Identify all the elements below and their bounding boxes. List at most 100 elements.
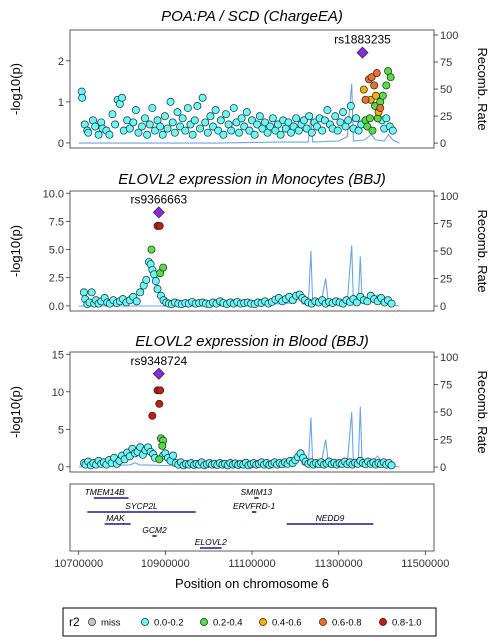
y-tick-label: 0.0 — [49, 301, 64, 313]
snp-point — [156, 386, 165, 395]
y2-tick-label: 50 — [440, 407, 452, 419]
gene-label: GCM2 — [142, 525, 167, 535]
y-axis-label: -log10(p) — [8, 63, 23, 115]
plot-frame — [69, 190, 435, 312]
gene-label: SYCP2L — [125, 501, 158, 511]
legend-swatch — [200, 618, 208, 626]
snp-point — [190, 116, 199, 125]
snp-point — [378, 91, 387, 100]
x-tick-label: 10700000 — [54, 558, 103, 570]
snp-point — [331, 112, 340, 121]
y2-tick-label: 25 — [440, 274, 452, 286]
gene-label: MAK — [106, 513, 125, 523]
snp-point — [193, 102, 202, 110]
snp-point — [292, 114, 301, 123]
x-tick-label: 11300000 — [315, 558, 363, 570]
snp-point — [387, 299, 396, 308]
snp-point — [158, 441, 167, 450]
snp-point — [160, 112, 169, 121]
snp-point — [300, 116, 308, 125]
snp-point — [129, 118, 138, 127]
snp-point — [206, 112, 215, 121]
legend-swatch — [259, 618, 267, 626]
legend-label: miss — [101, 618, 121, 629]
snp-point — [255, 112, 264, 121]
snp-point — [143, 130, 152, 139]
snp-point — [150, 126, 159, 135]
snp-point — [211, 106, 220, 115]
snp-point — [201, 118, 210, 127]
snp-point — [359, 85, 368, 94]
snp-point — [388, 126, 397, 135]
snp-point — [188, 130, 197, 139]
y-tick-label: 2 — [58, 56, 64, 68]
snp-point — [336, 118, 345, 127]
snp-point — [268, 114, 277, 123]
snp-point — [386, 73, 395, 82]
snp-point — [91, 122, 100, 131]
snp-point — [219, 130, 228, 139]
lead-snp-label: rs9348724 — [130, 354, 187, 368]
x-axis-label: Position on chromosome 6 — [175, 576, 329, 591]
legend-label: 0.8-1.0 — [392, 618, 422, 629]
snp-point — [318, 126, 327, 135]
y-tick-label: 15 — [52, 349, 64, 361]
snp-point — [168, 118, 177, 127]
y-tick-label: 1 — [58, 97, 64, 109]
panel-2: ELOVL2 expression in Monocytes (BBJ) 0.0 2… — [8, 171, 490, 313]
y-tick-label: 5.0 — [49, 245, 64, 257]
snp-point — [266, 122, 275, 131]
y-axis-label: -log10(p) — [8, 386, 23, 438]
legend-box — [62, 607, 437, 637]
snp-point — [245, 126, 254, 135]
y-tick-label: 0 — [58, 138, 64, 150]
snp-point — [78, 93, 87, 102]
snp-point — [240, 122, 249, 131]
snp-point — [137, 122, 146, 131]
recombination-rate-line — [78, 83, 400, 144]
snp-point — [170, 128, 179, 137]
snp-point — [176, 122, 185, 131]
legend-swatch — [379, 618, 387, 626]
gene-label: ERVFRD-1 — [233, 501, 276, 511]
snp-point — [156, 122, 165, 131]
snp-point — [370, 81, 379, 90]
y2-tick-label: 100 — [440, 352, 458, 364]
snp-point — [203, 128, 212, 137]
y-tick-label: 10 — [52, 387, 64, 399]
snp-point — [339, 108, 347, 117]
snp-point — [163, 124, 172, 133]
y2-tick-label: 0 — [440, 138, 446, 150]
snp-point — [363, 122, 372, 131]
snp-point — [229, 104, 238, 112]
y2-tick-label: 25 — [440, 435, 452, 447]
snp-point — [344, 116, 353, 125]
snp-point — [148, 104, 157, 112]
snp-point — [302, 124, 311, 133]
snp-point — [153, 284, 162, 293]
lead-snp-marker — [152, 206, 165, 219]
x-axis: 10700000 10900000 11100000 11300000 11500000… — [54, 551, 449, 591]
snp-point — [372, 69, 381, 78]
snp-point — [313, 122, 321, 131]
legend-label: 0.0-0.2 — [154, 618, 184, 629]
panel-title: POA:PA / SCD (ChargeEA) — [161, 8, 343, 25]
snp-point — [181, 126, 190, 135]
legend: r2 miss 0.0-0.2 0.2-0.4 0.4-0.6 0.6-0.8 0.8-1.… — [62, 607, 437, 637]
legend-swatch — [141, 618, 149, 626]
snp-point — [198, 93, 207, 102]
y2-tick-label: 100 — [440, 30, 458, 42]
y2-tick-label: 75 — [440, 380, 452, 392]
snp-point — [118, 93, 126, 102]
snp-point — [142, 275, 151, 284]
snp-point — [94, 130, 103, 139]
legend-label: 0.4-0.6 — [272, 618, 302, 629]
snp-point — [214, 126, 223, 135]
snp-point — [158, 130, 167, 139]
y2-axis-label: Recomb. Rate — [475, 370, 490, 453]
snp-point — [145, 120, 154, 129]
snp-point — [274, 120, 282, 129]
y2-tick-label: 50 — [440, 84, 452, 96]
snp-point — [365, 114, 374, 123]
